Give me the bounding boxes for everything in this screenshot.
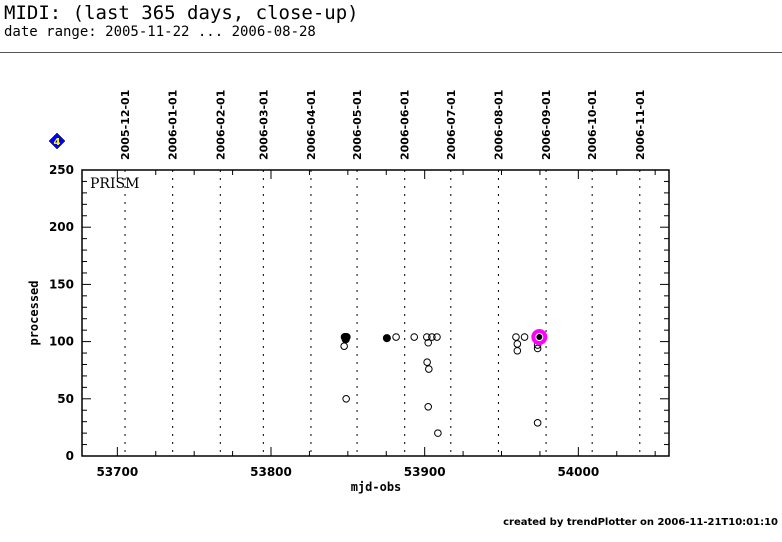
date-range: date range: 2005-11-22 ... 2006-08-28 bbox=[4, 24, 316, 40]
data-point bbox=[433, 333, 441, 341]
date-line-label: 2006-09-01 bbox=[540, 90, 553, 160]
x-tick-label: 53700 bbox=[96, 465, 138, 479]
data-point bbox=[423, 358, 431, 366]
data-point bbox=[513, 340, 522, 348]
data-point bbox=[342, 395, 350, 403]
date-line-label: 2006-02-01 bbox=[214, 90, 227, 160]
data-point bbox=[520, 333, 529, 341]
highlighted-point-ring bbox=[531, 329, 548, 346]
data-point bbox=[533, 419, 542, 427]
data-point bbox=[424, 403, 433, 411]
date-line-label: 2006-11-01 bbox=[634, 90, 647, 160]
data-point bbox=[533, 344, 542, 353]
date-line-label: 2006-05-01 bbox=[351, 90, 364, 160]
y-tick-label: 250 bbox=[49, 163, 74, 177]
y-axis-label: processed bbox=[27, 280, 41, 345]
date-line-label: 2006-07-01 bbox=[445, 90, 458, 160]
x-tick-label: 53800 bbox=[250, 465, 292, 479]
footer-credit: created by trendPlotter on 2006-11-21T10… bbox=[503, 517, 778, 528]
date-line-label: 2006-10-01 bbox=[586, 90, 599, 160]
data-point bbox=[424, 338, 433, 347]
x-axis-label: mjd-obs bbox=[351, 480, 402, 494]
x-tick-label: 54000 bbox=[557, 465, 599, 479]
data-point bbox=[382, 334, 391, 343]
date-line-label: 2006-04-01 bbox=[305, 90, 318, 160]
date-line-label: 2006-08-01 bbox=[492, 90, 505, 160]
panel-label: PRISM bbox=[90, 176, 139, 192]
data-point bbox=[340, 342, 348, 350]
chart-title: MIDI: (last 365 days, close-up) bbox=[4, 2, 359, 24]
date-line-label: 2005-12-01 bbox=[119, 90, 132, 160]
data-point bbox=[434, 429, 442, 437]
y-tick-label: 0 bbox=[66, 449, 74, 463]
badge-number: 4 bbox=[54, 137, 61, 148]
data-point bbox=[513, 346, 522, 355]
date-line-label: 2006-06-01 bbox=[399, 90, 412, 160]
data-point bbox=[410, 333, 419, 341]
data-point bbox=[428, 333, 436, 341]
header-divider bbox=[0, 52, 782, 53]
data-point bbox=[423, 333, 431, 341]
plot-frame bbox=[81, 169, 670, 457]
x-tick-label: 53900 bbox=[404, 465, 446, 479]
data-point bbox=[341, 335, 350, 344]
date-line-label: 2006-01-01 bbox=[167, 90, 180, 160]
blue-diamond-icon: 4 bbox=[48, 132, 66, 150]
y-tick-label: 200 bbox=[49, 220, 74, 234]
y-tick-label: 150 bbox=[49, 277, 74, 291]
date-line-label: 2006-03-01 bbox=[257, 90, 270, 160]
data-point bbox=[392, 333, 400, 341]
data-point bbox=[512, 333, 520, 341]
highlighted-point bbox=[536, 334, 543, 341]
y-tick-label: 100 bbox=[49, 335, 74, 349]
data-point bbox=[425, 365, 433, 373]
y-tick-label: 50 bbox=[57, 392, 74, 406]
